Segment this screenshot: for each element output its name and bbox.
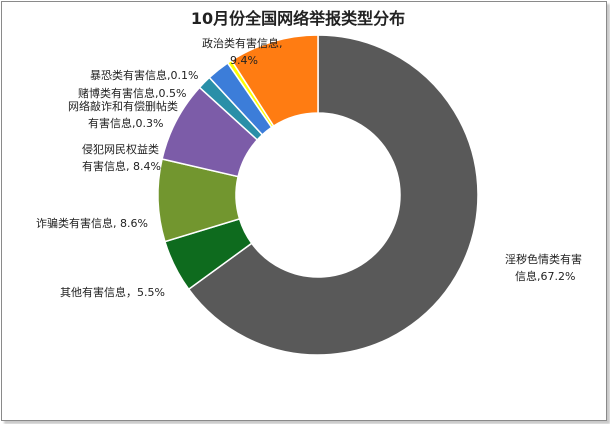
slice-7 [230,34,319,128]
slice-label-5: 赌博类有害信息,0.5% [78,86,186,100]
slice-label-3: 侵犯网民权益类有害信息, 8.4% [82,142,161,173]
slice-label-6: 暴恐类有害信息,0.1% [90,68,198,82]
slice-label-1: 其他有害信息，5.5% [60,285,165,299]
slice-label-0: 淫秽色情类有害信息,67.2% [505,252,582,283]
slices-group [157,34,479,356]
slice-label-2: 诈骗类有害信息, 8.6% [36,216,148,230]
slice-label-7: 政治类有害信息, 9.4% [202,36,283,67]
chart-title: 10月份全国网络举报类型分布 [191,9,405,28]
labels-group: 淫秽色情类有害信息,67.2% 其他有害信息，5.5% 诈骗类有害信息, 8.6% 侵… [36,36,582,299]
slice-0 [187,34,479,356]
slice-label-4: 网络敲诈和有偿删帖类有害信息,0.3% [68,99,178,130]
